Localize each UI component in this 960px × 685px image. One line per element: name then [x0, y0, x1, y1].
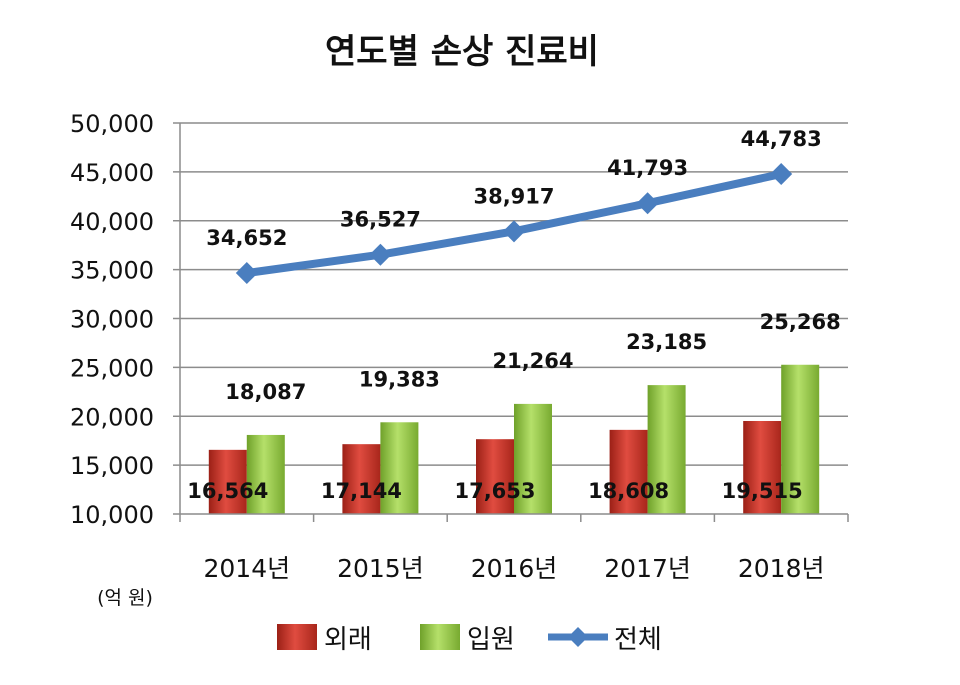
legend-marker-total: [568, 627, 588, 647]
data-label-inpatient: 23,185: [626, 330, 707, 354]
bar-outpatient: [342, 444, 381, 514]
data-label-outpatient: 17,144: [321, 479, 402, 503]
total-line: [235, 162, 793, 285]
legend-label-total: 전체: [614, 625, 662, 655]
bars: [208, 364, 820, 514]
data-label-inpatient: 25,268: [760, 310, 841, 334]
data-label-total: 34,652: [206, 226, 287, 250]
x-tick-label: 2018년: [738, 554, 825, 583]
unit-label: (억 원): [97, 587, 153, 609]
point-total: [770, 162, 793, 185]
data-label-total: 36,527: [340, 208, 421, 232]
y-tick-label: 45,000: [70, 159, 154, 187]
x-tick-label: 2015년: [337, 554, 424, 583]
data-label-total: 41,793: [607, 156, 688, 180]
y-tick-label: 10,000: [70, 501, 154, 529]
data-labels: 16,564 18,087 17,144 19,383 17,653 21,264 18,6…: [187, 127, 840, 503]
y-tick-label: 15,000: [70, 452, 154, 480]
bar-inpatient: [246, 434, 285, 514]
legend-swatch-outpatient: [277, 624, 317, 650]
data-label-outpatient: 18,608: [588, 479, 669, 503]
point-total: [369, 243, 392, 266]
legend-swatch-inpatient: [420, 624, 460, 650]
data-label-inpatient: 18,087: [225, 380, 306, 404]
data-label-total: 44,783: [741, 127, 822, 151]
bar-inpatient: [380, 422, 419, 514]
legend-label-inpatient: 입원: [467, 625, 515, 655]
bar-inpatient: [781, 364, 820, 514]
y-tick-label: 25,000: [70, 354, 154, 382]
x-tick-label: 2016년: [471, 554, 558, 583]
bar-inpatient: [647, 385, 686, 514]
bar-inpatient: [514, 403, 552, 514]
legend-label-outpatient: 외래: [324, 625, 372, 655]
bar-outpatient: [609, 429, 648, 514]
point-total: [503, 220, 525, 243]
legend: 외래 입원 전체: [277, 624, 662, 655]
data-label-inpatient: 19,383: [359, 367, 440, 391]
y-tick-label: 20,000: [70, 403, 154, 431]
y-tick-label: 50,000: [70, 110, 154, 138]
data-label-total: 38,917: [473, 184, 554, 208]
y-tick-label: 40,000: [70, 208, 154, 236]
bar-outpatient: [743, 420, 782, 514]
y-axis: 10,000 15,000 20,000 25,000 30,000 35,000 40,0…: [70, 110, 181, 529]
data-label-outpatient: 19,515: [722, 479, 803, 503]
x-tick-label: 2014년: [203, 554, 290, 583]
bar-outpatient: [476, 439, 514, 514]
data-label-inpatient: 21,264: [492, 349, 573, 373]
bar-outpatient: [208, 449, 247, 514]
data-label-outpatient: 16,564: [187, 479, 268, 503]
point-total: [636, 192, 659, 215]
x-axis: 2014년 2015년 2016년 2017년 2018년: [179, 513, 849, 583]
y-tick-label: 30,000: [70, 306, 154, 334]
point-total: [235, 262, 258, 285]
chart-title: 연도별 손상 진료비: [325, 32, 599, 72]
y-tick-label: 35,000: [70, 257, 154, 285]
data-label-outpatient: 17,653: [454, 479, 535, 503]
x-tick-label: 2017년: [604, 554, 691, 583]
